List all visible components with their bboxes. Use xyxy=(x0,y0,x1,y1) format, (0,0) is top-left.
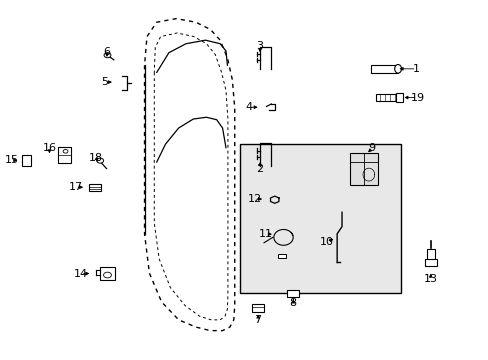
Text: 15: 15 xyxy=(4,155,19,165)
Text: 6: 6 xyxy=(103,46,110,57)
Bar xyxy=(349,153,377,185)
Text: 19: 19 xyxy=(410,93,424,103)
Circle shape xyxy=(103,272,111,278)
Text: 5: 5 xyxy=(101,77,108,87)
Text: 2: 2 xyxy=(256,163,263,174)
Text: 4: 4 xyxy=(245,102,252,112)
Circle shape xyxy=(104,53,111,58)
Text: 13: 13 xyxy=(423,274,437,284)
Bar xyxy=(395,93,403,102)
Text: 9: 9 xyxy=(368,143,375,153)
Bar xyxy=(58,147,71,163)
Text: 7: 7 xyxy=(254,315,261,325)
Bar xyxy=(251,304,264,312)
Text: 14: 14 xyxy=(74,269,87,279)
Bar xyxy=(370,64,397,73)
Text: 3: 3 xyxy=(256,41,263,50)
Bar xyxy=(22,154,31,166)
Text: 10: 10 xyxy=(319,237,333,247)
Text: 11: 11 xyxy=(259,229,272,239)
Circle shape xyxy=(63,149,68,153)
Text: 16: 16 xyxy=(42,143,56,153)
Text: 17: 17 xyxy=(69,182,83,192)
Text: 12: 12 xyxy=(247,194,262,204)
Bar xyxy=(287,290,299,297)
Text: 1: 1 xyxy=(412,64,419,74)
Text: 18: 18 xyxy=(89,153,103,163)
Bar xyxy=(239,144,400,293)
Bar xyxy=(89,184,101,192)
Bar xyxy=(375,94,395,101)
Bar xyxy=(426,249,434,260)
Bar xyxy=(424,259,436,266)
Bar xyxy=(100,267,115,280)
Text: 8: 8 xyxy=(289,298,296,308)
Ellipse shape xyxy=(394,64,401,73)
Bar xyxy=(277,254,286,258)
Circle shape xyxy=(97,158,103,163)
